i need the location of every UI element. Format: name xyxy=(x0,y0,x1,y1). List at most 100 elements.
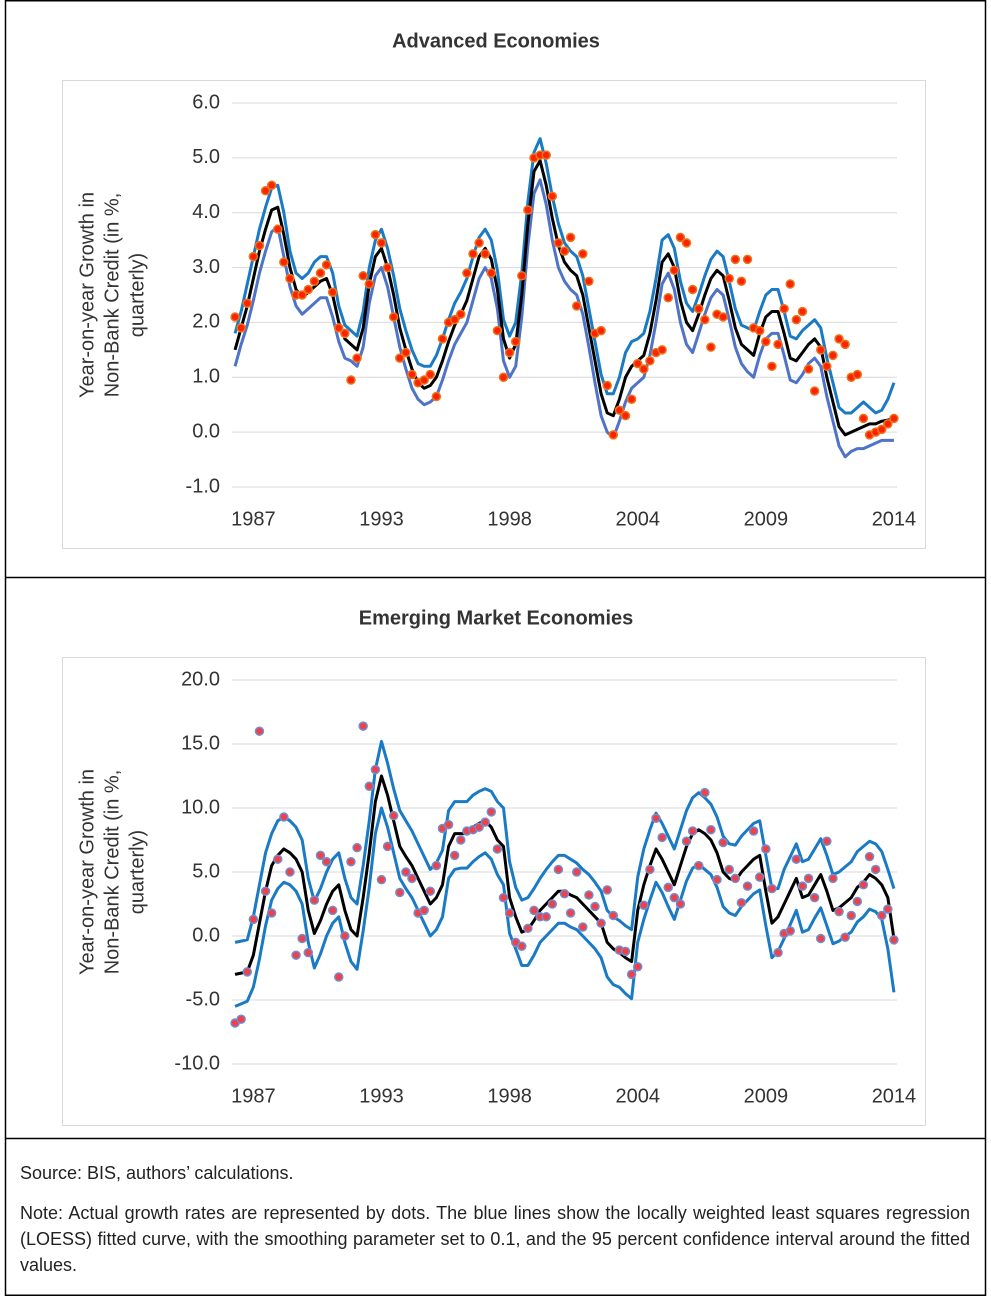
data-dot xyxy=(395,887,405,898)
data-dot xyxy=(541,912,551,922)
data-dot xyxy=(449,314,460,325)
x-tick-label: 2004 xyxy=(615,508,660,530)
data-dot xyxy=(858,880,869,890)
x-tick-label: 2009 xyxy=(744,1085,789,1107)
data-dot xyxy=(822,836,832,847)
x-tick-label: 2014 xyxy=(872,508,917,530)
data-dot xyxy=(352,353,362,363)
series-line xyxy=(233,159,895,437)
data-dot xyxy=(279,257,289,267)
x-tick-label: 1987 xyxy=(231,1085,276,1107)
y-tick-label: -5.0 xyxy=(186,988,220,1010)
data-dot xyxy=(565,908,576,918)
data-dot xyxy=(395,353,405,363)
y-tick-label: 20.0 xyxy=(181,668,220,690)
data-dot xyxy=(761,844,771,854)
data-dot xyxy=(266,180,277,191)
data-dot xyxy=(334,323,344,333)
x-tick-label: 1993 xyxy=(359,508,404,530)
x-tick-label: 1993 xyxy=(359,1085,404,1107)
data-dot xyxy=(596,325,606,336)
data-dot xyxy=(626,969,637,980)
data-dot xyxy=(388,810,399,821)
data-dot xyxy=(376,238,387,248)
data-dot xyxy=(730,254,741,265)
data-dot xyxy=(797,306,808,317)
data-dot xyxy=(657,832,667,843)
data-dot xyxy=(724,864,734,875)
data-dot xyxy=(846,910,856,921)
data-dot xyxy=(779,303,789,314)
data-dot xyxy=(822,361,832,372)
series-line xyxy=(233,178,894,459)
data-dot xyxy=(449,850,460,861)
data-dot xyxy=(340,931,350,941)
data-dot xyxy=(340,328,350,339)
data-dot xyxy=(456,309,466,319)
data-dot xyxy=(742,254,753,265)
data-dot xyxy=(675,899,686,909)
y-axis-label: Year-on-year Growth in xyxy=(76,192,98,398)
x-tick-label: 1998 xyxy=(487,1085,532,1107)
y-tick-label: 6.0 xyxy=(192,91,220,113)
data-dot xyxy=(663,882,673,893)
data-dot xyxy=(273,854,283,864)
data-dot xyxy=(291,950,301,960)
x-tick-label: 2014 xyxy=(872,1085,917,1107)
data-dot xyxy=(425,886,436,896)
data-dot xyxy=(486,268,497,278)
data-dot xyxy=(303,284,314,295)
chart-title: Emerging Market Economies xyxy=(359,607,634,629)
data-dot xyxy=(602,380,612,391)
y-tick-label: 10.0 xyxy=(181,796,220,818)
data-dot xyxy=(718,837,728,848)
data-dot xyxy=(876,910,887,921)
data-dot xyxy=(260,886,271,896)
data-dot xyxy=(718,312,728,322)
data-dot xyxy=(736,897,747,908)
data-dot xyxy=(834,334,844,344)
data-dot xyxy=(620,946,631,957)
data-dot xyxy=(645,356,655,366)
series-line xyxy=(234,806,896,1008)
data-dot xyxy=(632,358,643,369)
data-dot xyxy=(431,860,442,871)
data-dot xyxy=(370,764,381,775)
data-dot xyxy=(315,268,326,278)
data-dot xyxy=(370,229,381,240)
data-dot xyxy=(462,268,472,278)
data-dot xyxy=(486,807,497,817)
data-dot xyxy=(687,284,698,295)
data-dot xyxy=(876,424,887,435)
data-dot xyxy=(840,932,850,943)
y-axis-label: quarterly) xyxy=(126,830,148,914)
data-dot xyxy=(388,312,399,322)
data-dot xyxy=(480,249,490,259)
data-dot xyxy=(681,238,692,248)
data-dot xyxy=(297,290,307,300)
data-dot xyxy=(285,273,295,284)
data-dot xyxy=(639,364,649,374)
data-dot xyxy=(315,850,326,861)
data-dot xyxy=(608,910,619,921)
data-dot xyxy=(736,276,747,287)
data-dot xyxy=(809,892,820,903)
data-dot xyxy=(571,301,582,311)
data-dot xyxy=(620,410,631,421)
data-dot xyxy=(407,873,417,884)
y-tick-label: 1.0 xyxy=(192,366,220,388)
data-dot xyxy=(431,391,442,402)
data-dot xyxy=(498,372,509,383)
data-dot xyxy=(828,350,838,361)
data-dot xyxy=(279,812,289,822)
series-line xyxy=(234,739,896,944)
data-dot xyxy=(498,892,509,903)
data-dot xyxy=(297,933,307,944)
data-dot xyxy=(632,961,643,972)
data-dot xyxy=(785,279,795,289)
data-dot xyxy=(700,314,710,325)
data-dot xyxy=(358,271,368,281)
data-dot xyxy=(748,826,759,836)
data-dot xyxy=(773,947,783,958)
chart-area xyxy=(62,657,926,1126)
